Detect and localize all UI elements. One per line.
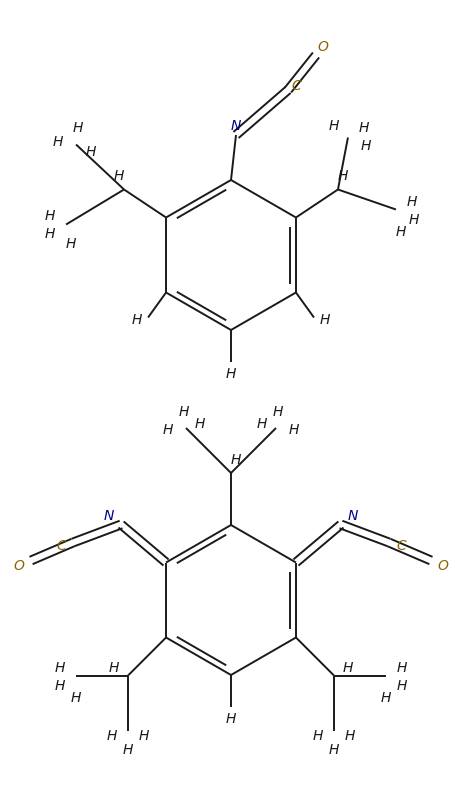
Text: H: H (338, 169, 348, 183)
Text: H: H (123, 743, 133, 758)
Text: H: H (109, 660, 119, 675)
Text: H: H (226, 712, 236, 726)
Text: O: O (13, 558, 24, 572)
Text: N: N (104, 509, 114, 524)
Text: H: H (273, 405, 283, 419)
Text: H: H (313, 729, 323, 742)
Text: H: H (179, 405, 189, 419)
Text: H: H (66, 237, 76, 252)
Text: H: H (45, 228, 55, 241)
Text: H: H (359, 120, 369, 135)
Text: H: H (329, 119, 339, 132)
Text: H: H (45, 210, 55, 224)
Text: H: H (226, 367, 236, 381)
Text: C: C (291, 79, 301, 93)
Text: N: N (348, 509, 358, 524)
Text: H: H (139, 729, 149, 742)
Text: H: H (289, 423, 299, 437)
Text: O: O (438, 558, 449, 572)
Text: H: H (257, 417, 267, 431)
Text: H: H (343, 660, 353, 675)
Text: H: H (407, 194, 417, 208)
Text: H: H (107, 729, 117, 742)
Text: H: H (361, 139, 371, 153)
Text: C: C (56, 540, 66, 554)
Text: H: H (329, 743, 339, 758)
Text: H: H (71, 691, 81, 705)
Text: H: H (397, 660, 407, 675)
Text: C: C (396, 540, 406, 554)
Text: H: H (53, 136, 63, 149)
Text: H: H (114, 169, 124, 183)
Text: H: H (55, 660, 65, 675)
Text: N: N (231, 119, 241, 133)
Text: H: H (409, 212, 419, 227)
Text: H: H (73, 122, 83, 136)
Text: H: H (195, 417, 205, 431)
Text: H: H (132, 312, 142, 327)
Text: H: H (397, 679, 407, 692)
Text: H: H (345, 729, 355, 742)
Text: O: O (317, 40, 328, 54)
Text: H: H (163, 423, 173, 437)
Text: H: H (320, 312, 330, 327)
Text: H: H (396, 224, 406, 239)
Text: H: H (55, 679, 65, 692)
Text: H: H (381, 691, 391, 705)
Text: H: H (86, 145, 96, 160)
Text: H: H (231, 453, 241, 467)
